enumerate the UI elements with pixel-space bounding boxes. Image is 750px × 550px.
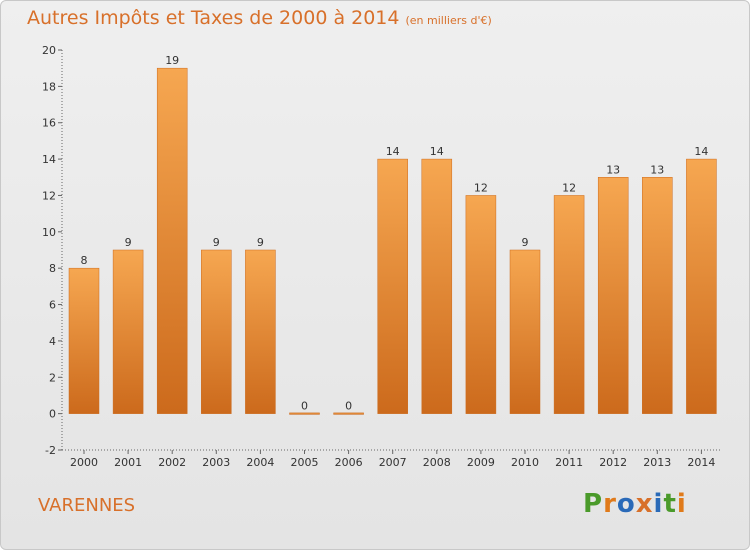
bar-value-label: 14: [694, 145, 708, 158]
chart-title: Autres Impôts et Taxes de 2000 à 2014: [27, 7, 400, 29]
bar: [68, 267, 100, 414]
x-tick-label: 2008: [423, 456, 451, 469]
bar: [509, 249, 541, 414]
bar: [333, 412, 364, 415]
x-tick-label: 2006: [335, 456, 363, 469]
x-tick-label: 2004: [246, 456, 274, 469]
bar-value-label: 14: [430, 145, 444, 158]
bars: [68, 67, 717, 415]
x-tick-label: 2005: [291, 456, 319, 469]
x-tick-label: 2014: [687, 456, 715, 469]
bar-value-label: 9: [125, 236, 132, 249]
bar: [465, 195, 497, 414]
y-tick-label: 20: [42, 44, 56, 57]
y-tick-label: 4: [49, 335, 56, 348]
axes: -2 0 2 4 6 8 10 12 14 16 18 20 2000 2001 2002 2003 2004 2…: [42, 44, 721, 469]
logo-letter: x: [635, 489, 654, 519]
y-tick-label: 2: [49, 371, 56, 384]
logo-letter: P: [583, 489, 604, 519]
x-tick-label: 2003: [202, 456, 230, 469]
bar-value-label: 13: [650, 163, 664, 176]
logo-letter: i: [653, 489, 664, 519]
logo-letter: t: [663, 489, 677, 519]
bar-value-label: 12: [562, 181, 576, 194]
bar-value-label: 9: [257, 236, 264, 249]
bar-value-label: 0: [345, 400, 352, 413]
bar: [686, 158, 717, 414]
bar-value-label: 8: [81, 254, 88, 267]
x-tick-label: 2010: [511, 456, 539, 469]
x-tick-label: 2002: [158, 456, 186, 469]
bar: [377, 158, 408, 414]
bar-value-label: 13: [606, 163, 620, 176]
x-tick-label: 2009: [467, 456, 495, 469]
y-tick-label: 18: [42, 80, 56, 93]
bar: [245, 249, 276, 414]
logo-letter: r: [603, 489, 617, 519]
y-tick-label: 10: [42, 226, 56, 239]
bar: [156, 67, 188, 414]
bar: [421, 158, 453, 414]
x-tick-label: 2001: [114, 456, 142, 469]
y-tick-label: 8: [49, 262, 56, 275]
bar: [289, 412, 320, 415]
x-tick-label: 2012: [599, 456, 627, 469]
y-tick-label: 14: [42, 153, 56, 166]
bar-value-label: 9: [213, 236, 220, 249]
chart-title-block: Autres Impôts et Taxes de 2000 à 2014 (en…: [27, 7, 492, 29]
x-tick-label: 2013: [643, 456, 671, 469]
x-tick-label: 2007: [379, 456, 407, 469]
bar-value-label: 14: [386, 145, 400, 158]
bar: [642, 177, 673, 414]
bar: [112, 249, 144, 414]
x-tick-label: 2011: [555, 456, 583, 469]
logo-letter: i: [676, 489, 687, 519]
bar: [553, 195, 585, 414]
y-tick-label: -2: [45, 444, 56, 457]
commune-name: VARENNES: [38, 495, 136, 516]
y-tick-label: 6: [49, 299, 56, 312]
bar-value-label: 0: [301, 400, 308, 413]
y-tick-label: 16: [42, 117, 56, 130]
x-tick-label: 2000: [70, 456, 98, 469]
logo-letter: o: [616, 489, 636, 519]
bar-value-label: 12: [474, 181, 488, 194]
unit-note: (en milliers d'€): [405, 14, 492, 27]
y-tick-label: 12: [42, 189, 56, 202]
bar-value-label: 19: [165, 54, 179, 67]
bar-value-label: 9: [522, 236, 529, 249]
proxiti-logo[interactable]: Proxiti: [583, 489, 687, 519]
bar: [201, 249, 232, 414]
y-tick-label: 0: [49, 408, 56, 421]
bar: [597, 177, 629, 414]
data-labels: 8 9 19 9 9 0 0 14 14 12 9 12 13 13 14: [81, 54, 709, 412]
